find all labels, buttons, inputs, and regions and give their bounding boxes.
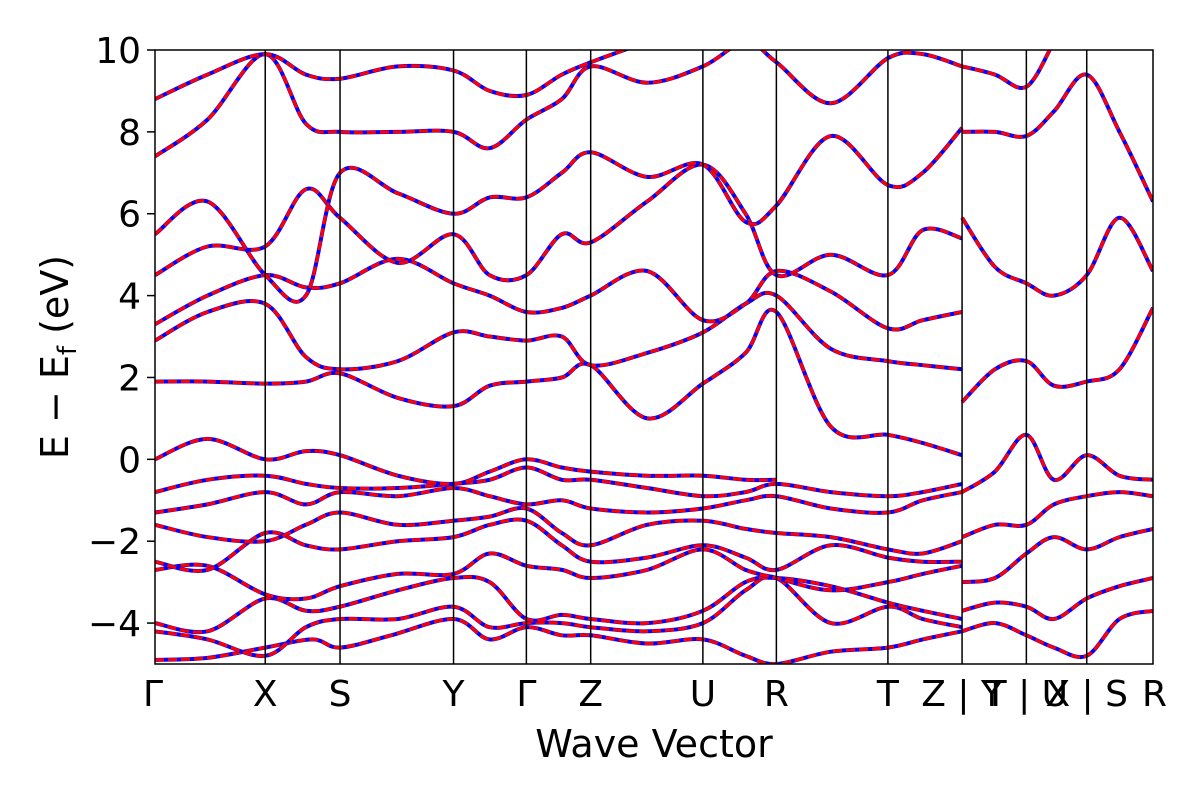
- band-13-overlay: [155, 126, 964, 304]
- y-tick-label-4: 4: [118, 277, 141, 318]
- x-tick-label-8: T: [876, 674, 900, 715]
- band-18-underlay: [961, 432, 1153, 494]
- band-15-overlay: [155, 50, 629, 101]
- band-10-underlay: [155, 290, 963, 372]
- x-tick-label-7: R: [764, 674, 789, 715]
- y-axis-label: E − Ef (eV): [33, 255, 83, 459]
- y-axis-label-unit: (eV): [33, 255, 77, 346]
- band-16-overlay: [960, 216, 1153, 298]
- kpoint-lines: [264, 50, 1088, 664]
- y-tick-label-3: 2: [118, 358, 141, 399]
- y-tick-label-6: 8: [118, 113, 141, 154]
- y-tick-label-2: 0: [118, 440, 141, 481]
- band-1-overlay: [155, 574, 963, 658]
- band-9-overlay: [155, 308, 963, 457]
- band-6-overlay: [155, 486, 963, 515]
- x-tick-label-1: X: [253, 674, 278, 715]
- band-18-overlay: [961, 433, 1153, 494]
- y-axis: −4 −2 0 2 4 6 8 10: [88, 31, 155, 645]
- x-tick-label-10: T | U: [984, 674, 1068, 715]
- y-tick-label-7: 10: [95, 31, 141, 72]
- band-10-overlay: [155, 291, 963, 371]
- band-3-overlay: [155, 547, 963, 601]
- band-14-overlay: [155, 50, 963, 158]
- band-4-overlay: [155, 517, 963, 573]
- x-tick-label-0: Γ: [143, 674, 163, 715]
- band-3-underlay: [155, 547, 963, 602]
- band-24-underlay: [961, 50, 1052, 90]
- x-tick-label-12: R: [1142, 674, 1167, 715]
- band-12-underlay: [155, 162, 963, 283]
- y-tick-label-5: 6: [118, 195, 141, 236]
- x-axis: Γ X S Y Γ Z U R T Z | YT | UX | S R: [143, 674, 1167, 715]
- band-0-underlay: [155, 616, 963, 664]
- band-21-overlay: [961, 576, 1153, 621]
- band-11-underlay: [155, 256, 963, 332]
- x-tick-label-4: Γ: [516, 674, 536, 715]
- band-19-underlay: [961, 490, 1153, 539]
- band-20-overlay: [961, 527, 1153, 584]
- band-22-overlay: [961, 609, 1153, 659]
- band-5-overlay: [155, 506, 963, 556]
- bands-layer: [155, 50, 1153, 664]
- band-24-overlay: [961, 50, 1052, 90]
- band-12-overlay: [155, 162, 963, 282]
- band-19-overlay: [961, 490, 1153, 539]
- x-tick-label-2: S: [329, 674, 352, 715]
- x-tick-label-3: Y: [442, 674, 466, 715]
- band-7-underlay: [155, 465, 963, 499]
- band-23-overlay: [962, 72, 1153, 203]
- y-tick-label-1: −2: [88, 522, 141, 563]
- x-tick-label-6: U: [690, 674, 716, 715]
- band-16-underlay: [960, 215, 1153, 298]
- band-17-overlay: [960, 307, 1153, 404]
- x-tick-label-11: X | S: [1045, 674, 1128, 715]
- x-axis-label: Wave Vector: [535, 722, 773, 766]
- y-axis-label-main: E − E: [33, 355, 77, 459]
- plot-frame: [154, 49, 1154, 665]
- y-tick-label-0: −4: [88, 604, 141, 645]
- band-2-overlay: [155, 575, 963, 634]
- x-tick-label-9: Z | Y: [921, 674, 1004, 715]
- y-axis-label-subscript: f: [53, 345, 83, 355]
- band-0-overlay: [155, 617, 963, 664]
- x-tick-label-5: Z: [578, 674, 603, 715]
- band-8-overlay: [155, 437, 777, 486]
- band-11-overlay: [155, 257, 963, 332]
